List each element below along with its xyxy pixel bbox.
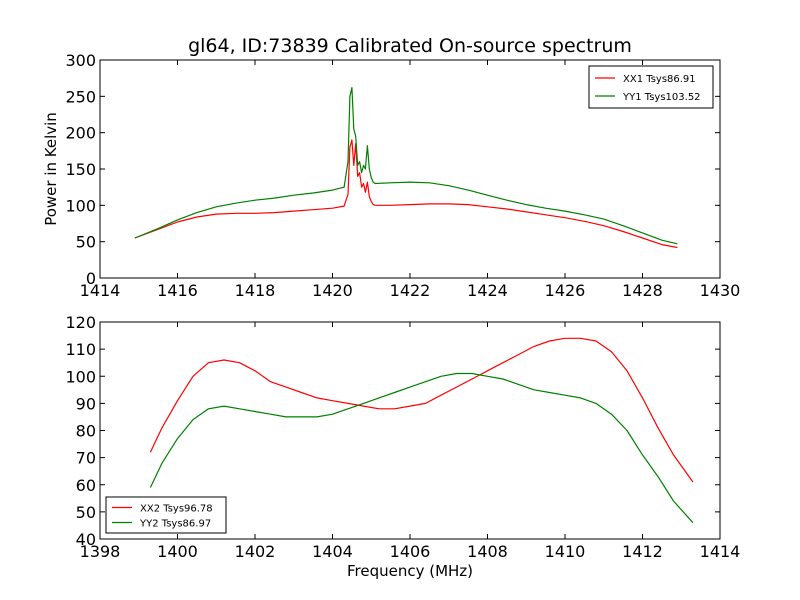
y-tick-label: 80 bbox=[76, 422, 96, 441]
x-tick-label: 1414 bbox=[80, 281, 121, 300]
x-tick-label: 1418 bbox=[235, 281, 276, 300]
x-tick-label: 1428 bbox=[622, 281, 663, 300]
legend: XX2 Tsys96.78 YY2 Tsys86.97 bbox=[105, 496, 227, 534]
y-tick-label: 50 bbox=[76, 503, 96, 522]
y-tick-label: 250 bbox=[65, 87, 96, 106]
x-tick-label: 1408 bbox=[467, 542, 508, 561]
legend-label-1: XX2 Tsys96.78 bbox=[140, 504, 213, 515]
y-axis-label: Power in Kelvin bbox=[42, 112, 60, 226]
bottom-spectrum-chart: 1398 1400 1402 1404 1406 1408 1410 1412 1414 40 50… bbox=[65, 313, 740, 580]
legend: XX1 Tsys86.91 YY1 Tsys103.52 bbox=[588, 65, 714, 109]
top-spectrum-chart: 1414 1416 1418 1420 1422 1424 1426 1428 1430 0 50 1… bbox=[42, 35, 740, 300]
y-tick-label: 100 bbox=[65, 367, 96, 386]
series-line-1 bbox=[149, 337, 694, 483]
x-tick-label: 1412 bbox=[622, 542, 663, 561]
x-tick-label: 1406 bbox=[390, 542, 431, 561]
legend-box bbox=[105, 496, 227, 534]
x-tick-label: 1430 bbox=[700, 281, 741, 300]
y-tick-label: 150 bbox=[65, 160, 96, 179]
series-line-2 bbox=[134, 86, 678, 245]
x-tick-label: 1404 bbox=[312, 542, 353, 561]
x-tick-label: 1426 bbox=[545, 281, 586, 300]
x-tick-label: 1410 bbox=[545, 542, 586, 561]
y-tick-label: 110 bbox=[65, 340, 96, 359]
series-lines bbox=[134, 86, 678, 249]
legend-label-2: YY1 Tsys103.52 bbox=[622, 92, 701, 103]
y-tick-label: 70 bbox=[76, 449, 96, 468]
x-axis-label: Frequency (MHz) bbox=[347, 562, 473, 580]
y-tick-label: 50 bbox=[76, 233, 96, 252]
legend-box bbox=[588, 65, 714, 109]
x-tick-label: 1422 bbox=[390, 281, 431, 300]
legend-label-2: YY2 Tsys86.97 bbox=[139, 519, 211, 530]
chart-title: gl64, ID:73839 Calibrated On-source spec… bbox=[188, 35, 632, 57]
x-tick-label: 1414 bbox=[700, 542, 741, 561]
y-tick-label: 200 bbox=[65, 124, 96, 143]
x-tick-label: 1416 bbox=[157, 281, 198, 300]
y-tick-label: 90 bbox=[76, 394, 96, 413]
x-tick-label: 1402 bbox=[235, 542, 276, 561]
x-tick-label: 1424 bbox=[467, 281, 508, 300]
y-tick-label: 60 bbox=[76, 476, 96, 495]
y-tick-label: 100 bbox=[65, 196, 96, 215]
y-tick-label: 120 bbox=[65, 313, 96, 332]
legend-label-1: XX1 Tsys86.91 bbox=[623, 74, 696, 85]
series-line-1 bbox=[134, 139, 678, 249]
y-tick-label: 0 bbox=[86, 269, 96, 288]
y-tick-label: 300 bbox=[65, 51, 96, 70]
y-tick-label: 40 bbox=[76, 530, 96, 549]
x-tick-label: 1420 bbox=[312, 281, 353, 300]
series-lines bbox=[149, 337, 694, 524]
series-line-2 bbox=[149, 372, 694, 524]
x-tick-label: 1400 bbox=[157, 542, 198, 561]
x-tick-label: 1398 bbox=[80, 542, 121, 561]
